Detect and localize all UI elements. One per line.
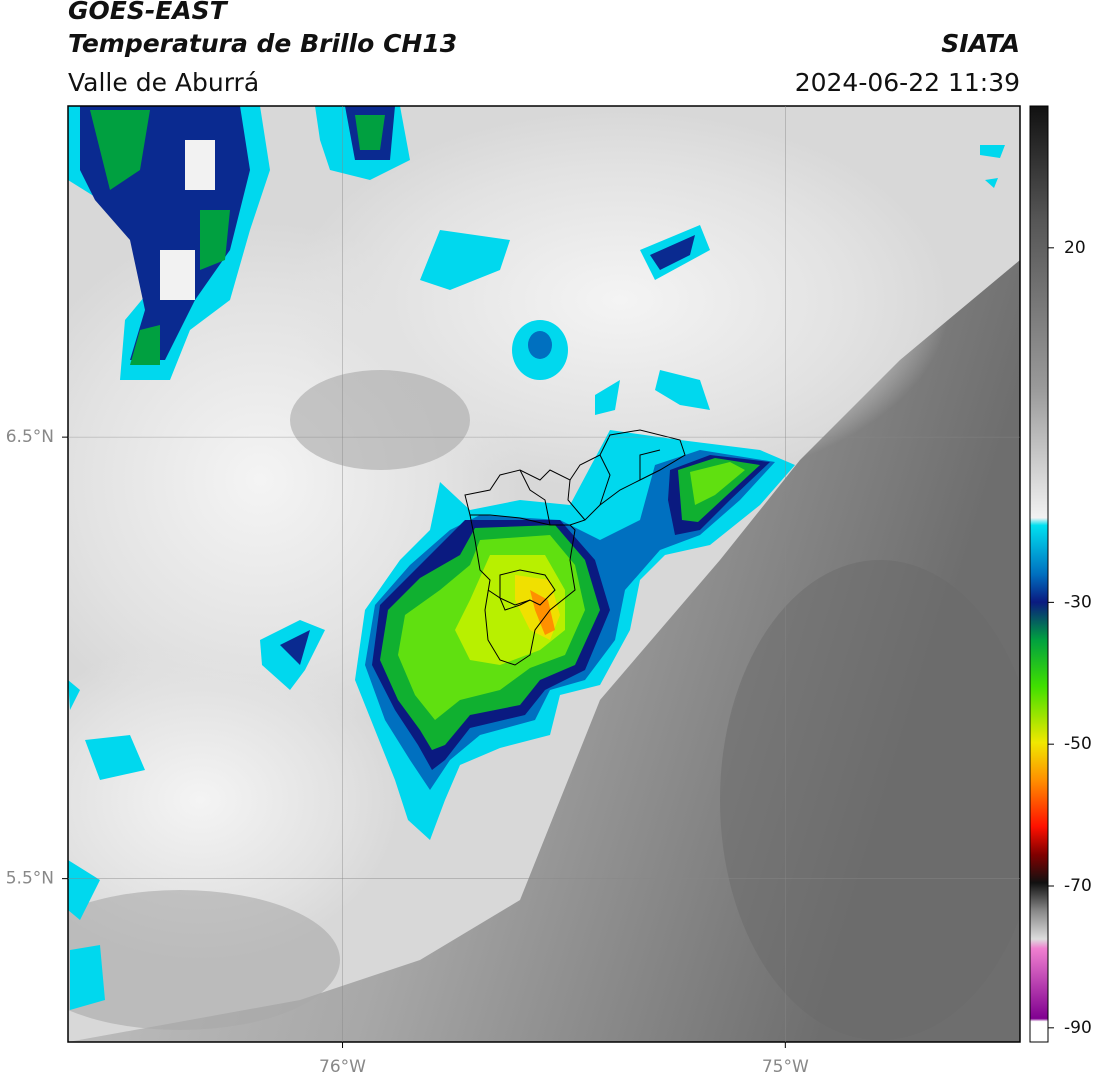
region: Valle de Aburrá [68, 68, 259, 97]
satellite: GOES-EAST [68, 0, 229, 25]
colorbar-label: -30 [1064, 592, 1092, 612]
colorbar-label: -90 [1064, 1018, 1092, 1038]
x-tick-label: 75°W [762, 1057, 809, 1077]
colorbar-label: -50 [1064, 734, 1092, 754]
y-tick-label: 5.5°N [6, 869, 54, 889]
agency: SIATA [941, 29, 1020, 58]
timestamp: 2024-06-22 11:39 [795, 68, 1020, 97]
x-tick-label: 76°W [319, 1057, 366, 1077]
colorbar-label: -70 [1064, 876, 1092, 896]
map-frame [67, 105, 1021, 1043]
map-image [68, 106, 1020, 1042]
colorbar-label: 20 [1064, 238, 1086, 258]
product: Temperatura de Brillo CH13 [68, 29, 457, 58]
colorbar [1029, 105, 1049, 1043]
y-tick-label: 6.5°N [6, 427, 54, 447]
